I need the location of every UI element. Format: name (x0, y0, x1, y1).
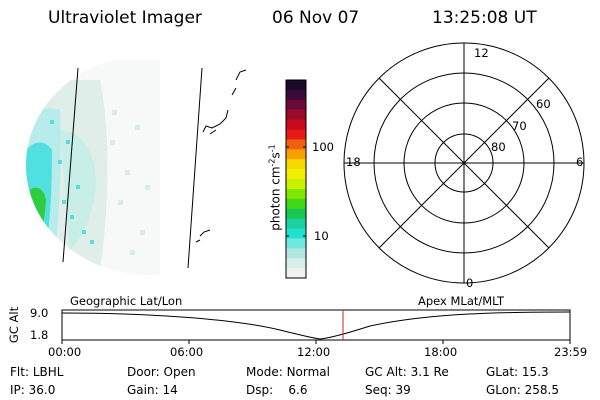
mlt-label-6: 6 (576, 155, 584, 169)
info-glat: GLat: 15.3 (486, 365, 549, 379)
colorbar-segment (286, 268, 306, 279)
info-flt: Flt: LBHL (10, 365, 63, 379)
colorbar-segment (286, 119, 306, 130)
colorbar-segment (286, 188, 306, 200)
time-tick-0000: 00:00 (48, 345, 82, 359)
mlat-label-80: 80 (491, 140, 506, 154)
colorbar-segment (286, 179, 306, 190)
colorbar-segment (286, 169, 306, 180)
colorbar-unit-exp1: -2 (267, 158, 277, 167)
colorbar-segment (286, 80, 306, 91)
altitude-tick-9: 9.0 (30, 306, 49, 320)
colorbar-segment (286, 159, 306, 170)
mlt-label-12: 12 (474, 46, 489, 60)
colorbar-segment (286, 238, 306, 249)
info-door-label: Door: (127, 365, 160, 379)
colorbar-unit-base: photon cm (268, 166, 283, 231)
color-bar (286, 80, 306, 279)
info-dsp-value: 6.6 (288, 383, 308, 397)
instrument-title: Ultraviolet Imager (48, 8, 202, 28)
info-flt-label: Flt: (10, 365, 29, 379)
info-ip-value: 36.0 (28, 383, 56, 397)
mlat-label-70: 70 (512, 119, 527, 133)
info-gc-alt-value: 3.1 Re (410, 365, 449, 379)
geographic-coords-title: Geographic Lat/Lon (70, 294, 183, 308)
colorbar-segment (286, 198, 306, 210)
colorbar-segment (286, 218, 306, 229)
info-gain: Gain: 14 (127, 383, 178, 397)
info-seq-value: 39 (395, 383, 411, 397)
info-glon: GLon: 258.5 (486, 383, 559, 397)
info-glat-label: GLat: (486, 365, 519, 379)
colorbar-segment (286, 228, 306, 239)
mlat-label-60: 60 (536, 97, 551, 111)
time-tick-1200: 12:00 (297, 345, 331, 359)
info-dsp: Dsp: 6.6 (246, 383, 308, 397)
info-glon-label: GLon: (486, 383, 521, 397)
geographic-auroral-image (26, 60, 160, 275)
time-tick-1800: 18:00 (424, 345, 458, 359)
time-tick-2359: 23:59 (554, 345, 588, 359)
info-door-value: Open (163, 365, 196, 379)
colorbar-segment (286, 258, 306, 269)
observation-time: 13:25:08 UT (432, 8, 537, 28)
polar-mlt-plot (343, 42, 585, 284)
altitude-plot (61, 309, 571, 344)
colorbar-unit-label: photon cm-2s-1 (268, 123, 283, 253)
info-seq-label: Seq: (365, 383, 392, 397)
colorbar-segment (286, 248, 306, 259)
colorbar-segment (286, 99, 306, 111)
mlt-label-0: 0 (466, 276, 474, 290)
colorbar-tick-10: 10 (314, 229, 329, 243)
altitude-axis-label: GC Alt (7, 306, 21, 344)
colorbar-segment (286, 149, 306, 160)
colorbar-unit-exp2: -1 (267, 144, 277, 153)
info-flt-value: LBHL (32, 365, 64, 379)
colorbar-segment (286, 89, 306, 101)
colorbar-segment (286, 109, 306, 121)
colorbar-segment (286, 139, 306, 150)
info-gc-alt: GC Alt: 3.1 Re (365, 365, 449, 379)
info-mode-label: Mode: (246, 365, 283, 379)
observation-date: 06 Nov 07 (272, 8, 360, 28)
info-ip: IP: 36.0 (10, 383, 55, 397)
colorbar-tick-100: 100 (312, 140, 334, 154)
info-door: Door: Open (127, 365, 196, 379)
time-tick-0600: 06:00 (170, 345, 204, 359)
info-glon-value: 258.5 (524, 383, 559, 397)
mlt-label-18: 18 (346, 155, 361, 169)
info-mode-value: Normal (286, 365, 330, 379)
altitude-tick-1-8: 1.8 (30, 328, 49, 342)
info-seq: Seq: 39 (365, 383, 411, 397)
info-dsp-label: Dsp: (246, 383, 274, 397)
info-mode: Mode: Normal (246, 365, 330, 379)
info-glat-value: 15.3 (521, 365, 549, 379)
info-gc-alt-label: GC Alt: (365, 365, 407, 379)
info-ip-label: IP: (10, 383, 25, 397)
info-gain-label: Gain: (127, 383, 159, 397)
colorbar-unit-s: s (268, 152, 283, 159)
info-gain-value: 14 (162, 383, 178, 397)
colorbar-segment (286, 129, 306, 140)
apex-coords-title: Apex MLat/MLT (418, 294, 505, 308)
colorbar-segment (286, 208, 306, 220)
